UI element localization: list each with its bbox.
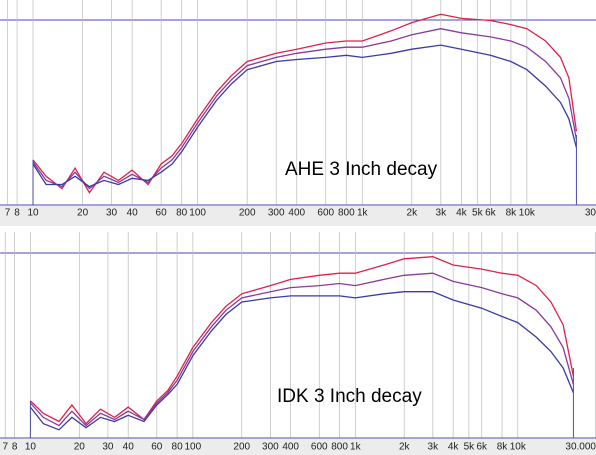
decay-curve (29, 272, 575, 427)
x-tick-label: 30 (585, 208, 596, 219)
decay-curve (29, 291, 574, 431)
x-tick-label: 20 (74, 442, 86, 453)
x-tick-label: 3k (428, 442, 440, 453)
x-tick-label: 30 (106, 208, 118, 219)
x-tick-label: 100 (189, 208, 206, 219)
x-tick-label: 10 (25, 442, 37, 453)
x-tick-label: 3k (436, 208, 448, 219)
x-tick-label: 800 (338, 208, 355, 219)
x-tick-label: 8k (506, 208, 518, 219)
x-tick-label: 7 (5, 208, 11, 219)
x-tick-label: 10k (510, 442, 527, 453)
x-tick-label: 600 (317, 208, 334, 219)
annotation: IDK 3 Inch decay (277, 386, 422, 407)
decay-curve (32, 28, 578, 190)
x-tick-label: 400 (288, 208, 305, 219)
x-tick-label: 5k (464, 442, 476, 453)
x-tick-label: 8 (12, 442, 18, 453)
axis-strip (0, 206, 596, 226)
x-tick-label: 600 (311, 442, 328, 453)
x-tick-label: 100 (185, 442, 202, 453)
x-tick-label: 300 (262, 442, 279, 453)
x-tick-label: 6k (485, 208, 497, 219)
x-tick-label: 5k (472, 208, 484, 219)
x-tick-label: 10 (27, 208, 39, 219)
x-tick-label: 40 (123, 442, 135, 453)
decay-curve (32, 13, 578, 194)
x-tick-label: 4k (456, 208, 468, 219)
x-tick-label: 300 (268, 208, 285, 219)
x-tick-label: 8k (497, 442, 509, 453)
x-tick-label: 60 (151, 442, 163, 453)
x-tick-label: 6k (476, 442, 488, 453)
x-tick-label: 200 (233, 442, 250, 453)
annotation: AHE 3 Inch decay (285, 159, 438, 180)
decay-curve (32, 44, 578, 188)
x-tick-label: 7 (2, 442, 8, 453)
x-tick-label: 2k (399, 442, 411, 453)
decay-curve (29, 256, 575, 425)
x-tick-label: 4k (448, 442, 460, 453)
x-tick-label: 200 (239, 208, 256, 219)
x-tick-label: 8 (14, 208, 20, 219)
x-tick-label: 60 (156, 208, 168, 219)
x-tick-label: 40 (127, 208, 139, 219)
x-tick-label: 30 (102, 442, 114, 453)
x-tick-label: 80 (172, 442, 184, 453)
x-tick-label: 10k (519, 208, 536, 219)
x-tick-label: 30.000 (565, 442, 596, 453)
x-tick-label: 1k (357, 208, 369, 219)
x-tick-label: 400 (282, 442, 299, 453)
x-tick-label: 2k (407, 208, 419, 219)
axis-strip (0, 439, 596, 455)
x-tick-label: 800 (331, 442, 348, 453)
x-tick-label: 1k (350, 442, 362, 453)
x-tick-label: 80 (176, 208, 188, 219)
x-tick-label: 20 (77, 208, 89, 219)
